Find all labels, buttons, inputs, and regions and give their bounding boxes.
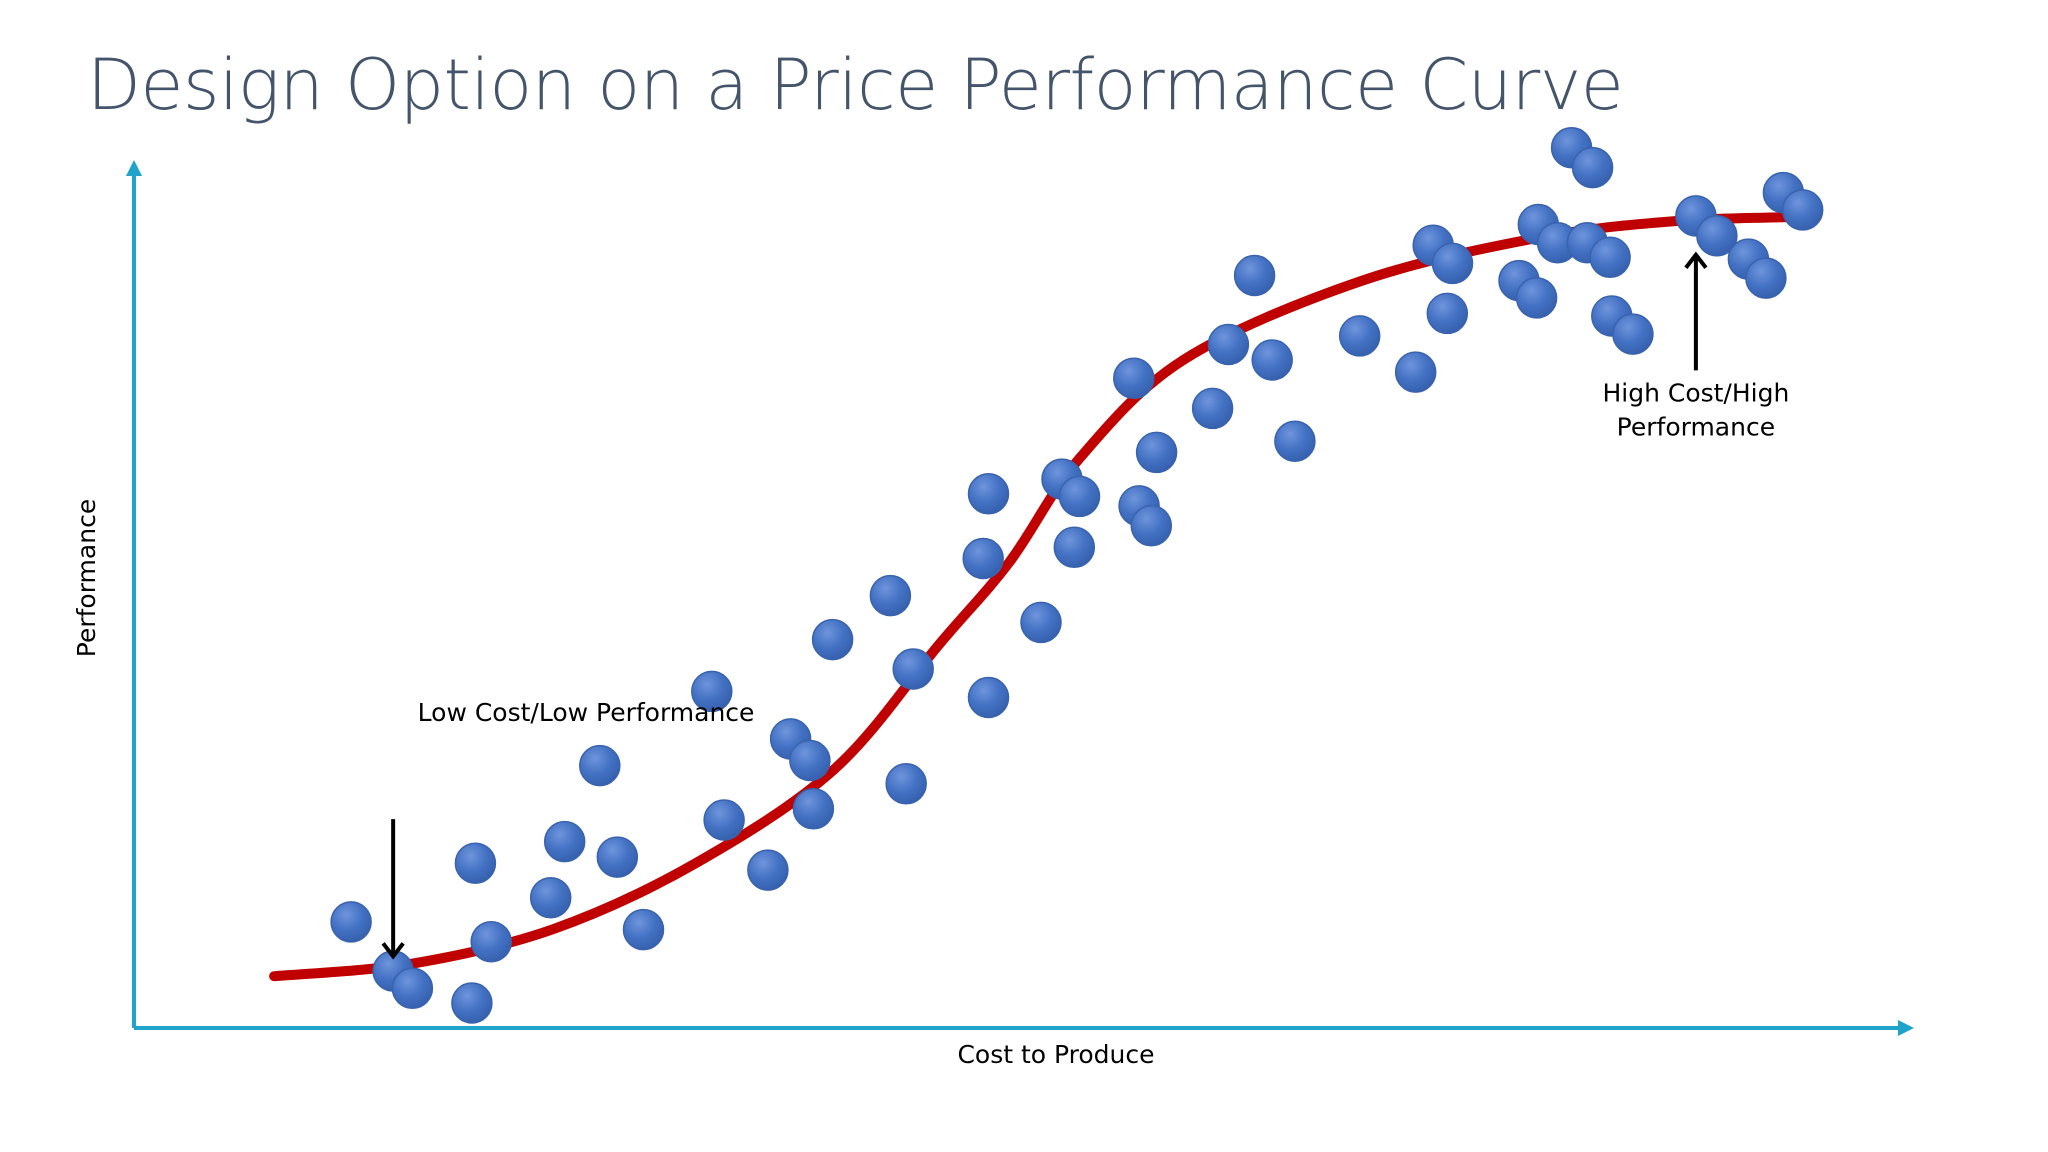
data-point-31 [1130, 504, 1173, 547]
data-point-56 [1745, 257, 1787, 299]
y-axis-label: Performance [72, 499, 101, 657]
data-point-20 [892, 648, 934, 690]
data-point-7 [529, 876, 572, 919]
data-point-41 [1431, 242, 1474, 285]
data-point-37 [1274, 420, 1316, 462]
low-cost-arrow-head [381, 942, 405, 960]
data-point-27 [1058, 475, 1101, 518]
high-cost-annotation-line2: Performance [1617, 412, 1775, 441]
high-cost-arrow-head [1684, 251, 1708, 269]
data-point-9 [596, 836, 639, 878]
data-point-1 [330, 901, 372, 943]
data-point-54 [1696, 215, 1738, 257]
data-point-52 [1612, 313, 1654, 355]
data-point-22 [962, 537, 1004, 580]
data-point-42 [1426, 292, 1469, 335]
data-point-25 [1020, 601, 1062, 644]
high-cost-annotation-line1: High Cost/High [1602, 378, 1789, 407]
data-point-4 [454, 842, 497, 884]
data-point-48 [1571, 146, 1614, 189]
data-point-10 [579, 744, 621, 787]
data-point-5 [470, 920, 512, 963]
data-point-12 [703, 799, 745, 841]
data-point-16 [789, 739, 831, 782]
annotations: Low Cost/Low Performance High Cost/High Pe… [381, 251, 1789, 960]
data-point-35 [1233, 254, 1276, 297]
data-point-28 [1053, 526, 1096, 569]
data-point-3 [391, 967, 434, 1010]
data-point-19 [869, 574, 912, 617]
data-point-14 [747, 849, 789, 891]
data-point-18 [811, 618, 854, 661]
data-point-50 [1589, 236, 1631, 279]
data-point-34 [1207, 323, 1250, 366]
data-point-17 [792, 788, 835, 830]
data-point-58 [1781, 189, 1824, 231]
data-point-24 [967, 676, 1010, 719]
data-point-8 [543, 820, 586, 863]
y-axis-arrowhead [126, 160, 142, 176]
data-point-38 [1338, 315, 1381, 357]
slide-title: Design Option on a Price Performance Cur… [87, 44, 1624, 126]
data-point-23 [967, 473, 1010, 515]
data-point-13 [691, 670, 733, 713]
x-axis-label: Cost to Produce [957, 1040, 1154, 1069]
x-axis-arrowhead [1898, 1020, 1914, 1036]
data-point-33 [1191, 387, 1234, 430]
data-point-44 [1515, 277, 1558, 319]
scatter-points [330, 126, 1824, 1024]
data-point-29 [1113, 357, 1155, 399]
data-point-21 [885, 763, 927, 805]
data-point-11 [622, 908, 665, 951]
data-point-39 [1394, 351, 1437, 393]
data-point-6 [451, 982, 493, 1024]
price-performance-curve [269, 211, 1812, 982]
low-cost-annotation-line1: Low Cost/Low Performance [418, 698, 755, 727]
data-point-36 [1251, 339, 1293, 381]
data-point-32 [1135, 431, 1178, 474]
